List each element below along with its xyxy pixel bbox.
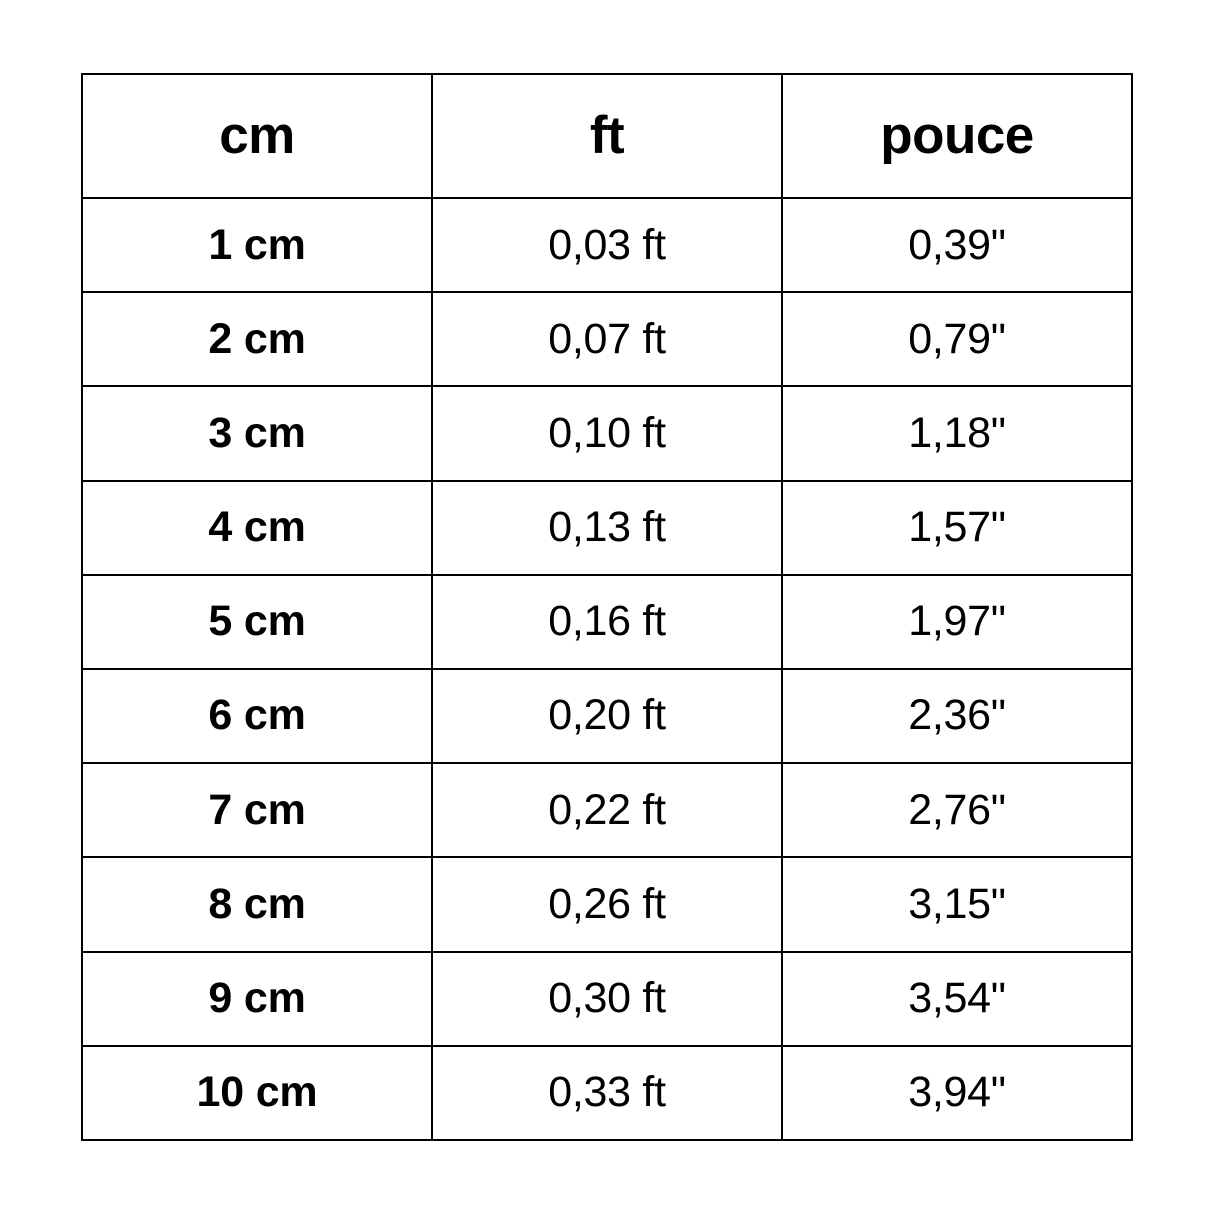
- cell-cm: 7 cm: [81, 762, 433, 859]
- table-row: 9 cm 0,30 ft 3,54": [81, 950, 1133, 1047]
- cell-pouce: 3,54": [781, 950, 1133, 1047]
- column-header-ft: ft: [431, 73, 783, 199]
- column-header-cm: cm: [81, 73, 433, 199]
- table-row: 5 cm 0,16 ft 1,97": [81, 573, 1133, 670]
- cell-ft: 0,13 ft: [431, 479, 783, 576]
- cell-ft: 0,22 ft: [431, 762, 783, 859]
- cell-pouce: 3,15": [781, 856, 1133, 953]
- cell-ft: 0,30 ft: [431, 950, 783, 1047]
- cell-cm: 8 cm: [81, 856, 433, 953]
- cell-cm: 10 cm: [81, 1044, 433, 1141]
- cell-ft: 0,10 ft: [431, 385, 783, 482]
- cell-pouce: 1,97": [781, 573, 1133, 670]
- cell-cm: 1 cm: [81, 196, 433, 294]
- cell-cm: 6 cm: [81, 667, 433, 765]
- table-header: cm ft pouce: [81, 73, 1133, 199]
- table-row: 1 cm 0,03 ft 0,39": [81, 196, 1133, 294]
- cell-cm: 4 cm: [81, 479, 433, 576]
- cell-ft: 0,26 ft: [431, 856, 783, 953]
- cell-pouce: 1,18": [781, 385, 1133, 482]
- cell-ft: 0,20 ft: [431, 667, 783, 765]
- table-body: 1 cm 0,03 ft 0,39" 2 cm 0,07 ft 0,79" 3 …: [81, 196, 1133, 1141]
- cell-pouce: 0,79": [781, 291, 1133, 388]
- table-header-row: cm ft pouce: [81, 73, 1133, 199]
- cell-pouce: 2,36": [781, 667, 1133, 765]
- cell-cm: 9 cm: [81, 950, 433, 1047]
- cell-ft: 0,03 ft: [431, 196, 783, 294]
- table-row: 3 cm 0,10 ft 1,18": [81, 385, 1133, 482]
- cell-ft: 0,16 ft: [431, 573, 783, 670]
- cell-ft: 0,33 ft: [431, 1044, 783, 1141]
- column-header-pouce: pouce: [781, 73, 1133, 199]
- cell-ft: 0,07 ft: [431, 291, 783, 388]
- table-row: 6 cm 0,20 ft 2,36": [81, 667, 1133, 765]
- cell-cm: 3 cm: [81, 385, 433, 482]
- cell-pouce: 2,76": [781, 762, 1133, 859]
- cell-cm: 5 cm: [81, 573, 433, 670]
- table-row: 4 cm 0,13 ft 1,57": [81, 479, 1133, 576]
- table-row: 2 cm 0,07 ft 0,79": [81, 291, 1133, 388]
- cell-pouce: 0,39": [781, 196, 1133, 294]
- cell-pouce: 3,94": [781, 1044, 1133, 1141]
- table-row: 7 cm 0,22 ft 2,76": [81, 762, 1133, 859]
- conversion-table-container: cm ft pouce 1 cm 0,03 ft 0,39" 2 cm 0,07…: [81, 73, 1133, 1141]
- table-row: 10 cm 0,33 ft 3,94": [81, 1044, 1133, 1141]
- cell-cm: 2 cm: [81, 291, 433, 388]
- table-row: 8 cm 0,26 ft 3,15": [81, 856, 1133, 953]
- conversion-table: cm ft pouce 1 cm 0,03 ft 0,39" 2 cm 0,07…: [81, 73, 1133, 1141]
- cell-pouce: 1,57": [781, 479, 1133, 576]
